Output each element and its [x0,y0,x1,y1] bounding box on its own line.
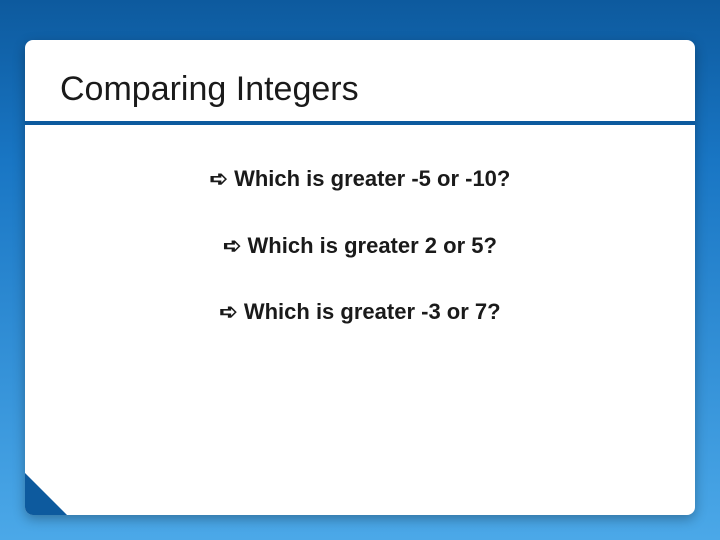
bullet-text: Which is greater -5 or -10? [234,165,510,194]
bullet-item: ➪ Which is greater 2 or 5? [85,232,635,261]
title-underline [25,121,695,125]
bullet-text: Which is greater -3 or 7? [244,298,501,327]
bullet-arrow-icon: ➪ [210,165,228,194]
bullet-text: Which is greater 2 or 5? [248,232,497,261]
slide-content: ➪ Which is greater -5 or -10? ➪ Which is… [25,165,695,327]
bullet-item: ➪ Which is greater -5 or -10? [85,165,635,194]
bullet-arrow-icon: ➪ [223,232,241,261]
bullet-arrow-icon: ➪ [219,298,237,327]
slide-title: Comparing Integers [25,70,695,121]
corner-accent [25,473,67,515]
slide-card: Comparing Integers ➪ Which is greater -5… [25,40,695,515]
bullet-item: ➪ Which is greater -3 or 7? [85,298,635,327]
